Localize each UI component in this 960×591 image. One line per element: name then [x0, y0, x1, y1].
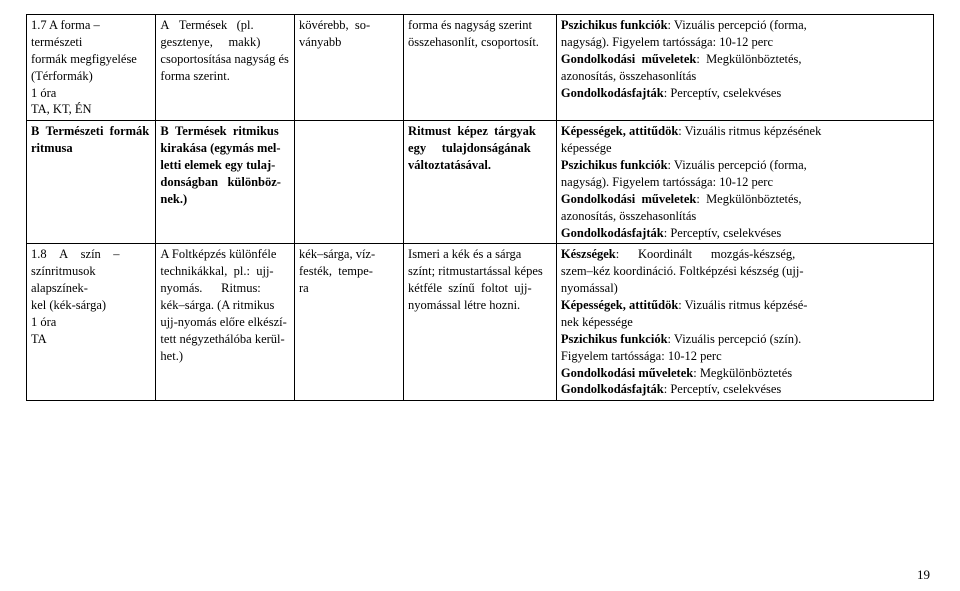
text: ujj-nyomás előre elkészí- — [160, 315, 286, 329]
text: Készségek — [561, 247, 616, 261]
text: Képességek, attitűdök — [561, 124, 678, 138]
text: nagyság). Figyelem tartóssága: 10-12 per… — [561, 35, 773, 49]
table-row: 1.8 A szín – színritmusok alapszínek- ke… — [27, 244, 934, 401]
cell-topic: 1.7 A forma – természeti formák megfigye… — [27, 15, 156, 121]
table-row: B Természeti formák ritmusa B Termések r… — [27, 121, 934, 244]
text: letti elemek egy tulaj- — [160, 158, 275, 172]
cell-outcome: forma és nagyság szerint összehasonlít, … — [404, 15, 557, 121]
text: : Megkülönböztetés, — [696, 52, 801, 66]
cell-materials: kövérebb, so- ványabb — [295, 15, 404, 121]
text: : Perceptív, cselekvéses — [664, 382, 782, 396]
text: : Koordinált mozgás-készség, — [616, 247, 795, 261]
text: : Vizuális percepció (szín). — [668, 332, 802, 346]
text: forma szerint. — [160, 69, 229, 83]
text: csoportosítása nagyság és — [160, 52, 288, 66]
text: : Perceptív, cselekvéses — [664, 86, 782, 100]
text: Gondolkodási műveletek — [561, 366, 693, 380]
curriculum-table: 1.7 A forma – természeti formák megfigye… — [26, 14, 934, 401]
text: kék–sárga. (A ritmikus — [160, 298, 274, 312]
text: nek képessége — [561, 315, 633, 329]
text: A Termések (pl. — [160, 18, 253, 32]
text: Figyelem tartóssága: 10-12 perc — [561, 349, 722, 363]
text: kék–sárga, víz- — [299, 247, 375, 261]
text: Ismeri a kék és a sárga — [408, 247, 521, 261]
text: B Termések ritmikus — [160, 124, 278, 138]
text: kétféle színű foltot ujj- — [408, 281, 532, 295]
text: : Vizuális ritmus képzésének — [678, 124, 821, 138]
cell-materials: kék–sárga, víz- festék, tempe- ra — [295, 244, 404, 401]
cell-activity: B Termések ritmikus kirakása (egymás mel… — [156, 121, 295, 244]
cell-materials — [295, 121, 404, 244]
text: képessége — [561, 141, 612, 155]
text: Ritmust képez tárgyak — [408, 124, 536, 138]
text: A Foltképzés különféle — [160, 247, 276, 261]
text: forma és nagyság szerint — [408, 18, 532, 32]
cell-activity: A Termések (pl. gesztenye, makk) csoport… — [156, 15, 295, 121]
text: Pszichikus funkciók — [561, 332, 668, 346]
text: technikákkal, pl.: ujj- — [160, 264, 273, 278]
text: kirakása (egymás mel- — [160, 141, 280, 155]
cell-outcome: Ismeri a kék és a sárga színt; ritmustar… — [404, 244, 557, 401]
page: 1.7 A forma – természeti formák megfigye… — [0, 0, 960, 591]
text: nyomás. Ritmus: — [160, 281, 260, 295]
text: kövérebb, so- — [299, 18, 370, 32]
text: donságban különböz- — [160, 175, 281, 189]
text: azonosítás, összehasonlítás — [561, 209, 696, 223]
text: Képességek, attitűdök — [561, 298, 678, 312]
text: ritmusa — [31, 141, 73, 155]
text: színt; ritmustartással képes — [408, 264, 543, 278]
text: : Vizuális percepció (forma, — [668, 18, 807, 32]
text: összehasonlít, csoportosít. — [408, 35, 539, 49]
cell-topic: B Természeti formák ritmusa — [27, 121, 156, 244]
page-number: 19 — [917, 567, 930, 583]
text: nagyság). Figyelem tartóssága: 10-12 per… — [561, 175, 773, 189]
text: tett négyzethálóba kerül- — [160, 332, 284, 346]
text: : Megkülönböztetés, — [696, 192, 801, 206]
text: : Megkülönböztetés — [693, 366, 792, 380]
text: TA — [31, 332, 47, 346]
text: Pszichikus funkciók — [561, 158, 668, 172]
text: B Természeti formák — [31, 124, 149, 138]
text: festék, tempe- — [299, 264, 373, 278]
text: ványabb — [299, 35, 341, 49]
cell-skills: Pszichikus funkciók: Vizuális percepció … — [556, 15, 933, 121]
table-row: 1.7 A forma – természeti formák megfigye… — [27, 15, 934, 121]
text: : Perceptív, cselekvéses — [664, 226, 782, 240]
text: Pszichikus funkciók — [561, 18, 668, 32]
text: egy tulajdonságának — [408, 141, 531, 155]
text: 1 óra — [31, 315, 56, 329]
text: azonosítás, összehasonlítás — [561, 69, 696, 83]
cell-activity: A Foltképzés különféle technikákkal, pl.… — [156, 244, 295, 401]
text: formák megfigyelése — [31, 52, 137, 66]
text: kel (kék-sárga) — [31, 298, 106, 312]
text: (Térformák) — [31, 69, 93, 83]
text: gesztenye, makk) — [160, 35, 260, 49]
text: 1 óra — [31, 86, 56, 100]
text: nek.) — [160, 192, 187, 206]
text: Gondolkodási műveletek — [561, 52, 696, 66]
text: változtatásával. — [408, 158, 491, 172]
text: nyomással) — [561, 281, 618, 295]
text: 1.7 A forma – természeti — [31, 18, 100, 49]
cell-topic: 1.8 A szín – színritmusok alapszínek- ke… — [27, 244, 156, 401]
text: 1.8 A szín – — [31, 247, 120, 261]
cell-outcome: Ritmust képez tárgyak egy tulajdonságána… — [404, 121, 557, 244]
cell-skills: Képességek, attitűdök: Vizuális ritmus k… — [556, 121, 933, 244]
text: het.) — [160, 349, 183, 363]
text: színritmusok alapszínek- — [31, 264, 96, 295]
text: : Vizuális percepció (forma, — [668, 158, 807, 172]
text: : Vizuális ritmus képzésé- — [678, 298, 807, 312]
text: nyomással létre hozni. — [408, 298, 520, 312]
text: Gondolkodásfajták — [561, 226, 664, 240]
text: Gondolkodásfajták — [561, 86, 664, 100]
text: szem–kéz koordináció. Foltképzési készsé… — [561, 264, 804, 278]
text: ra — [299, 281, 309, 295]
cell-skills: Készségek: Koordinált mozgás-készség, sz… — [556, 244, 933, 401]
text: TA, KT, ÉN — [31, 102, 92, 116]
text: Gondolkodási műveletek — [561, 192, 696, 206]
text: Gondolkodásfajták — [561, 382, 664, 396]
